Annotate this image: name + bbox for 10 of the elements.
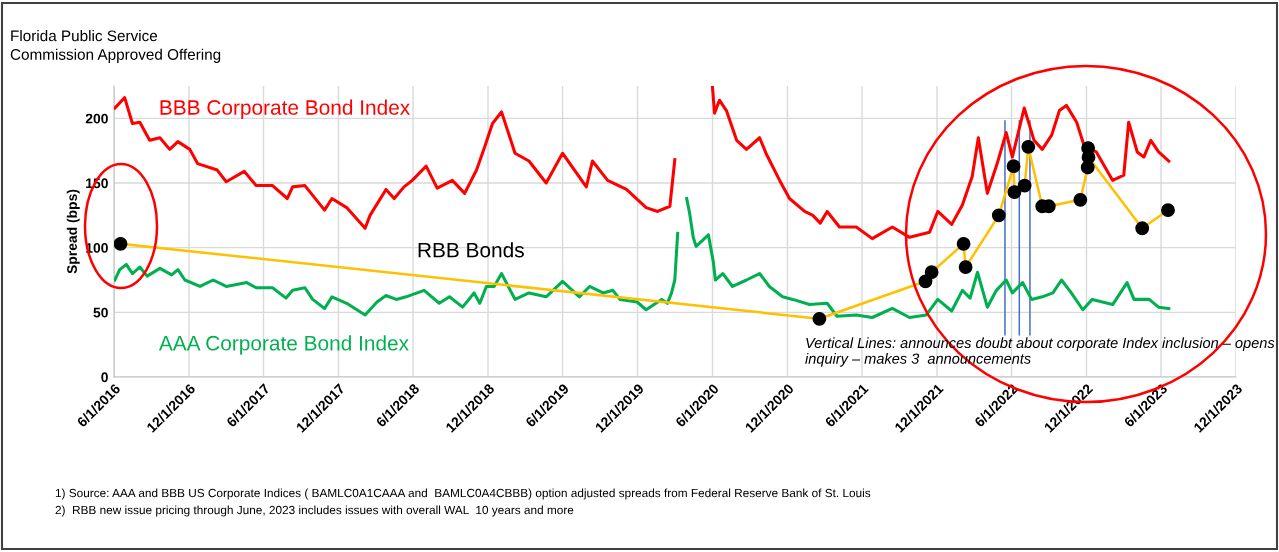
- y-tick-label: 200: [85, 113, 108, 124]
- series-label: RBB Bonds: [418, 242, 524, 258]
- series-label: AAA Corporate Bond Index: [158, 335, 409, 355]
- y-tick-label: 50: [93, 307, 108, 318]
- chart-title: Florida Public Service Commission Approved Offering: [10, 30, 221, 63]
- text: 2) RBB new issue pricing through June, 2023 includes issues with overall WAL 10 years and more: [55, 505, 574, 517]
- y-tick-label: 0: [101, 372, 108, 383]
- text: 1) Source: AAA and BBB US Corporate Indices ( BAMLC0A1CAAA and BAMLC0A4CBBB) option adjusted spreads from Federal Reserve Bank of St. Louis: [55, 488, 871, 500]
- y-axis-title: Spread (bps): [66, 189, 80, 274]
- series-label: BBB Corporate Bond Index: [160, 99, 410, 119]
